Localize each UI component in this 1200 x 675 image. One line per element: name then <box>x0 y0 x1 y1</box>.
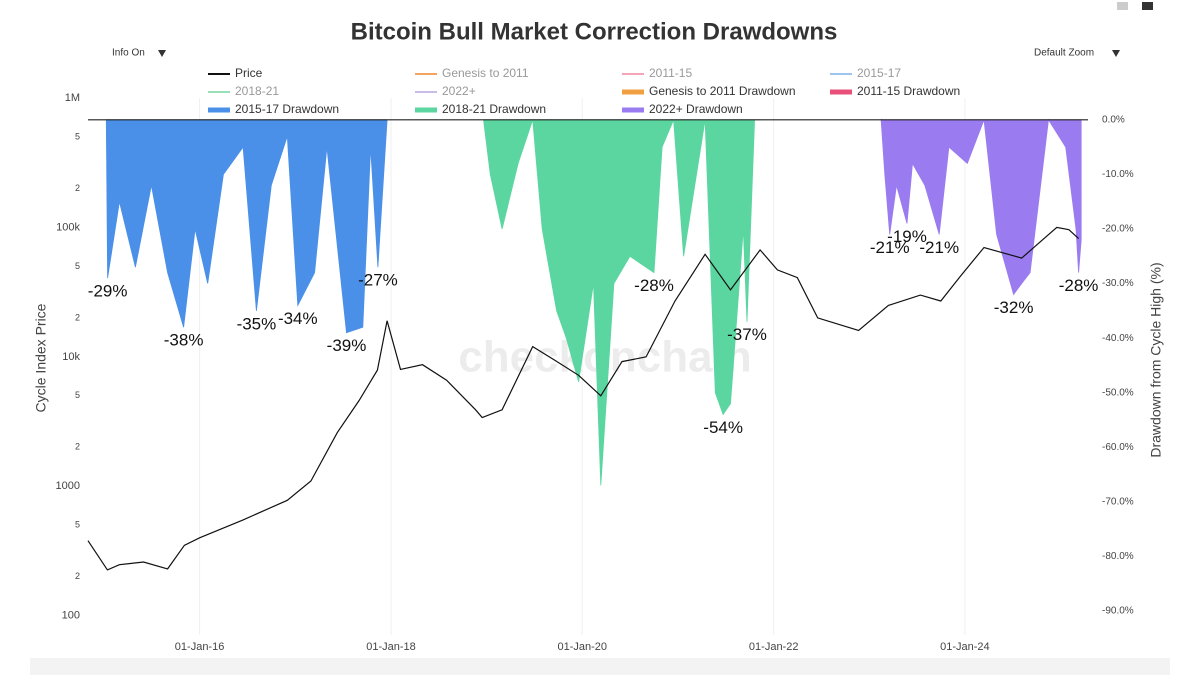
y2-tick-label: -60.0% <box>1102 442 1134 453</box>
x-tick-label: 01-Jan-22 <box>749 641 799 653</box>
y2-tick-label: -20.0% <box>1102 224 1134 235</box>
drawdown-area <box>105 118 388 334</box>
drawdown-label: -39% <box>327 336 367 355</box>
y2-axis-title: Drawdown from Cycle High (%) <box>1148 262 1164 457</box>
drawdown-label: -34% <box>278 309 318 328</box>
legend-label[interactable]: Genesis to 2011 <box>442 66 529 80</box>
x-tick-label: 01-Jan-18 <box>366 641 416 653</box>
y-tick-label: 5 <box>75 261 80 271</box>
legend-label[interactable]: 2018-21 <box>235 84 279 98</box>
y-tick-label: 1000 <box>56 480 80 492</box>
x-tick-label: 01-Jan-16 <box>175 641 225 653</box>
x-tick-label: 01-Jan-24 <box>940 641 990 653</box>
drawdown-area <box>880 118 1082 296</box>
drawdown-area <box>483 119 761 486</box>
legend-label[interactable]: Genesis to 2011 Drawdown <box>649 84 796 98</box>
y-tick-label: 5 <box>75 131 80 141</box>
x-tick-label: 01-Jan-20 <box>557 641 607 653</box>
y-tick-label: 5 <box>75 520 80 530</box>
y-tick-label: 5 <box>75 390 80 400</box>
y2-tick-label: -80.0% <box>1102 551 1134 562</box>
price-line <box>87 226 1080 571</box>
y2-tick-label: -90.0% <box>1102 606 1134 617</box>
y2-tick-label: -30.0% <box>1102 278 1134 289</box>
chart-title: Bitcoin Bull Market Correction Drawdowns <box>351 18 838 45</box>
drawdown-label: -19% <box>887 227 927 246</box>
y-tick-label: 1M <box>65 92 80 104</box>
drawdown-label: -54% <box>703 418 743 437</box>
info-toggle[interactable]: Info On <box>112 48 145 59</box>
drawdown-label: -38% <box>164 331 204 350</box>
drawdown-label: -32% <box>994 298 1034 317</box>
camera-icon[interactable] <box>1117 2 1128 10</box>
legend-label[interactable]: 2011-15 Drawdown <box>857 84 960 98</box>
y-tick-label: 2 <box>75 183 80 193</box>
drawdown-label: -37% <box>727 325 767 344</box>
legend-label[interactable]: 2018-21 Drawdown <box>442 102 546 116</box>
drawdown-label: -28% <box>1059 276 1099 295</box>
dropdown-arrow[interactable] <box>1112 50 1120 57</box>
legend-label[interactable]: 2022+ <box>442 84 476 98</box>
dropdown-arrow[interactable] <box>158 50 166 57</box>
y2-tick-label: -70.0% <box>1102 496 1134 507</box>
legend-label[interactable]: 2011-15 <box>649 66 692 80</box>
legend-label[interactable]: 2022+ Drawdown <box>649 102 743 116</box>
drawdown-label: -28% <box>634 276 674 295</box>
y-tick-label: 2 <box>75 312 80 322</box>
y-tick-label: 10k <box>62 351 80 363</box>
legend-label[interactable]: 2015-17 Drawdown <box>235 102 339 116</box>
y-tick-label: 2 <box>75 571 80 581</box>
drawdown-label: -35% <box>237 314 277 333</box>
y-axis-title: Cycle Index Price <box>33 303 49 412</box>
y2-tick-label: 0.0% <box>1102 114 1125 125</box>
legend-label[interactable]: 2015-17 <box>857 66 901 80</box>
y-tick-label: 100 <box>62 610 80 622</box>
y-tick-label: 2 <box>75 442 80 452</box>
drawdown-label: -29% <box>88 282 128 301</box>
drawdown-label: -21% <box>870 238 910 257</box>
legend-label[interactable]: Price <box>235 66 263 80</box>
y-tick-label: 100k <box>56 221 80 233</box>
scrollbar <box>30 658 1170 675</box>
drawdown-label: -27% <box>358 271 398 290</box>
y2-tick-label: -50.0% <box>1102 387 1134 398</box>
plotly-icon[interactable] <box>1142 2 1153 10</box>
zoom-select[interactable]: Default Zoom <box>1034 48 1094 59</box>
drawdown-label: -21% <box>919 238 959 257</box>
y2-tick-label: -40.0% <box>1102 333 1134 344</box>
y2-tick-label: -10.0% <box>1102 169 1134 180</box>
